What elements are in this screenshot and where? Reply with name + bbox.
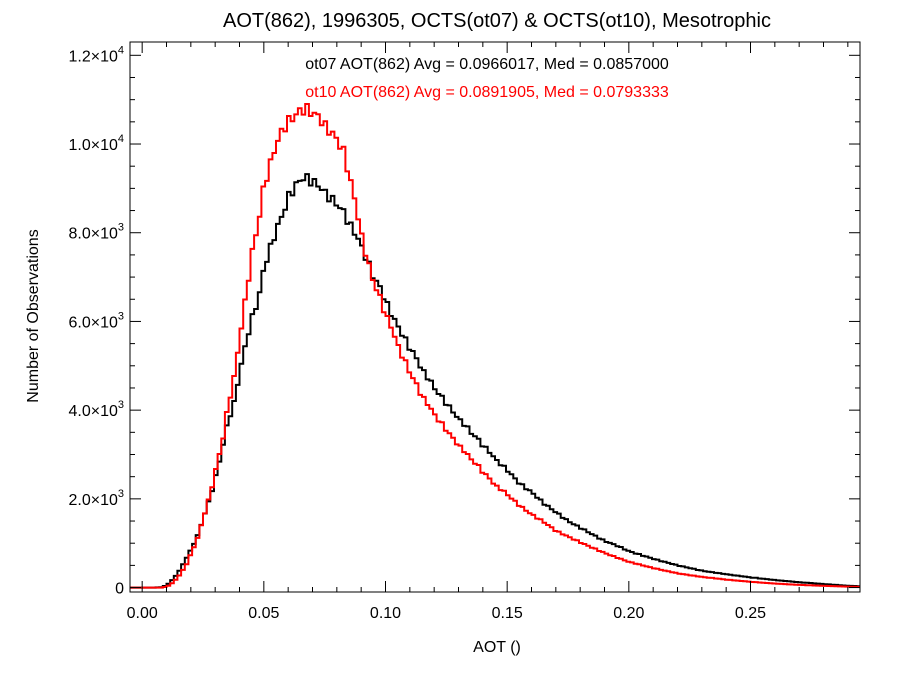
y-tick-exponent: 4 xyxy=(118,44,124,56)
y-tick-label: 8.0×103 xyxy=(68,222,124,243)
series-line-0 xyxy=(130,173,860,589)
y-tick-label: 0 xyxy=(115,581,124,598)
y-tick-exponent: 3 xyxy=(118,488,124,500)
plot-area: 0.00 0.05 0.10 0.15 0.20 0.25 0 2.0×103 4.0×103 6… xyxy=(68,41,861,622)
x-tick-label: 0.20 xyxy=(613,605,644,622)
x-axis-label: AOT () xyxy=(473,639,521,656)
x-tick-label: 0.15 xyxy=(492,605,523,622)
y-tick-label: 2.0×103 xyxy=(68,488,124,509)
y-axis-label: Number of Observations xyxy=(25,229,42,402)
y-tick-label: 6.0×103 xyxy=(68,310,124,331)
chart-title: AOT(862), 1996305, OCTS(ot07) & OCTS(ot1… xyxy=(223,10,771,32)
x-tick-label: 0.10 xyxy=(370,605,401,622)
y-tick-exponent: 4 xyxy=(118,133,124,145)
series-annotation-ot07: ot07 AOT(862) Avg = 0.0966017, Med = 0.0… xyxy=(305,56,669,73)
series-annotation-ot10: ot10 AOT(862) Avg = 0.0891905, Med = 0.0… xyxy=(305,84,669,101)
y-tick-label: 1.2×104 xyxy=(68,44,124,65)
series-line-1 xyxy=(130,103,860,589)
axes-frame xyxy=(129,41,861,593)
y-tick-label: 1.0×104 xyxy=(68,133,124,154)
y-tick-exponent: 3 xyxy=(118,310,124,322)
y-tick-label: 4.0×103 xyxy=(68,399,124,420)
x-tick-label: 0.00 xyxy=(127,605,158,622)
x-tick-label: 0.05 xyxy=(248,605,279,622)
x-tick-label: 0.25 xyxy=(735,605,766,622)
y-tick-exponent: 3 xyxy=(118,222,124,234)
y-tick-exponent: 3 xyxy=(118,399,124,411)
